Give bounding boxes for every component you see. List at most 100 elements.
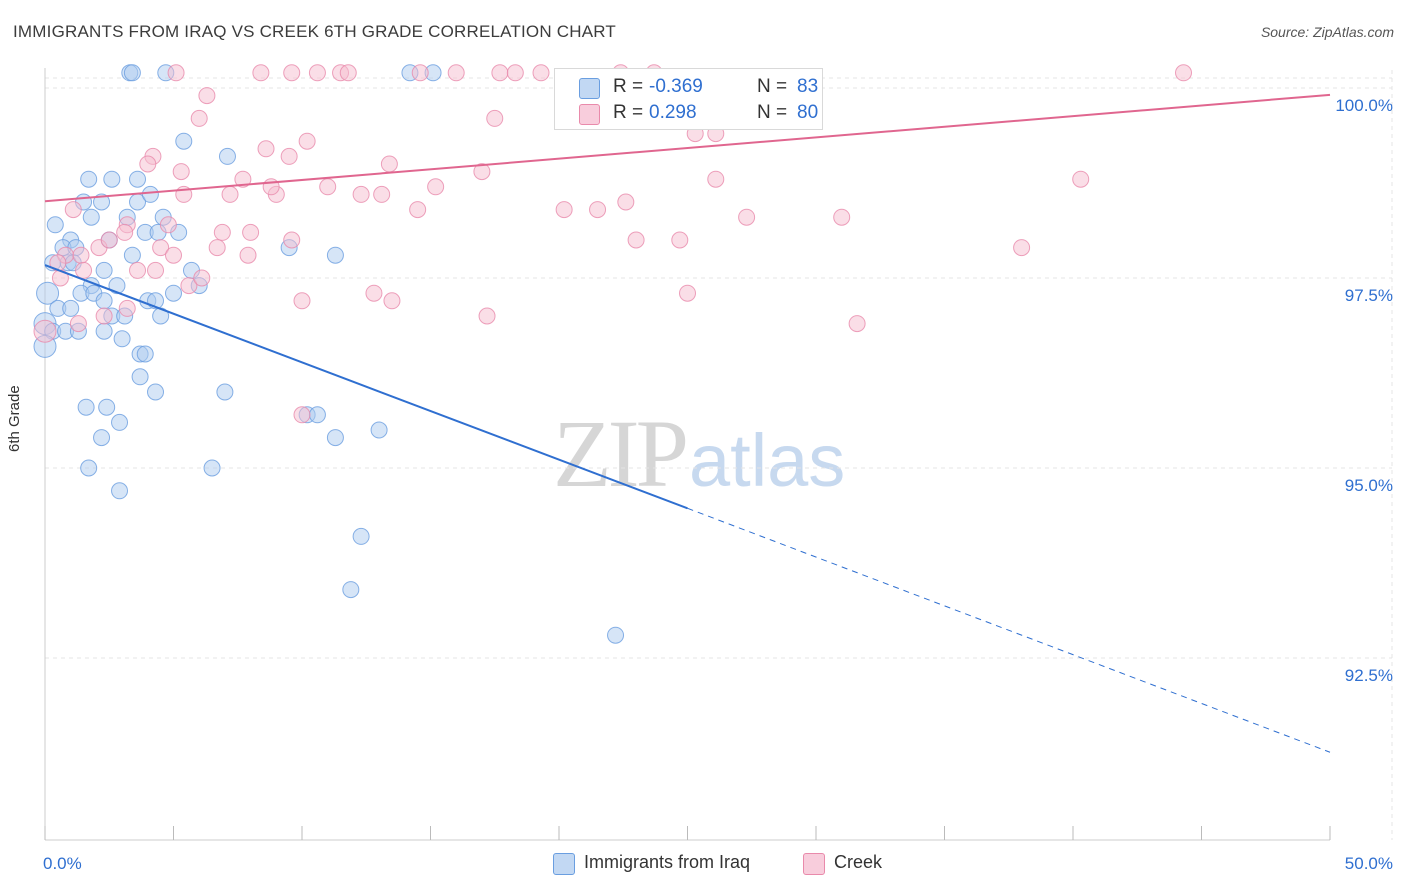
point-iraq bbox=[370, 421, 388, 439]
legend-r-value: 0.298 bbox=[649, 102, 697, 123]
point-creek bbox=[506, 64, 524, 82]
point-creek bbox=[116, 223, 134, 241]
legend-n-value: 83 bbox=[797, 76, 819, 97]
point-iraq bbox=[607, 626, 625, 644]
point-creek bbox=[555, 201, 573, 219]
point-creek bbox=[447, 64, 465, 82]
legend-swatch-creek bbox=[579, 104, 600, 125]
point-creek bbox=[172, 163, 190, 181]
point-iraq bbox=[108, 277, 126, 295]
point-iraq bbox=[62, 299, 80, 317]
point-creek bbox=[242, 223, 260, 241]
watermark-atlas: atlas bbox=[689, 419, 846, 502]
axes bbox=[44, 68, 1331, 841]
point-creek bbox=[193, 269, 211, 287]
watermark: ZIPatlas bbox=[553, 398, 845, 509]
point-creek bbox=[152, 239, 170, 257]
point-iraq bbox=[326, 246, 344, 264]
point-creek bbox=[64, 201, 82, 219]
point-iraq bbox=[326, 429, 344, 447]
point-creek bbox=[180, 277, 198, 295]
chart-title: IMMIGRANTS FROM IRAQ VS CREEK 6TH GRADE … bbox=[13, 22, 616, 41]
point-creek bbox=[147, 261, 165, 279]
point-creek bbox=[252, 64, 270, 82]
point-iraq bbox=[123, 64, 141, 82]
point-creek bbox=[283, 64, 301, 82]
point-iraq bbox=[80, 459, 98, 477]
point-iraq bbox=[129, 170, 147, 188]
trend-line-iraq-extension bbox=[687, 507, 1331, 753]
point-creek bbox=[380, 155, 398, 173]
correlation-legend: R = -0.369 N = 83 R = 0.298 N = 80 bbox=[554, 68, 823, 130]
point-creek bbox=[319, 178, 337, 196]
series-creek bbox=[33, 64, 1193, 424]
point-creek bbox=[339, 64, 357, 82]
point-creek bbox=[75, 261, 93, 279]
point-creek bbox=[409, 201, 427, 219]
legend-r-value: -0.369 bbox=[649, 76, 703, 97]
point-creek bbox=[308, 64, 326, 82]
x-tick-label: 50.0% bbox=[1345, 854, 1393, 873]
legend-swatch-creek bbox=[803, 853, 825, 875]
point-iraq bbox=[352, 527, 370, 545]
point-creek bbox=[679, 284, 696, 302]
point-creek bbox=[159, 216, 177, 234]
point-iraq bbox=[147, 383, 165, 401]
point-creek bbox=[427, 178, 445, 196]
y-tick-label: 97.5% bbox=[1345, 286, 1393, 305]
y-tick-label: 100.0% bbox=[1335, 96, 1393, 115]
point-iraq bbox=[95, 322, 113, 340]
point-iraq bbox=[95, 292, 113, 310]
point-creek bbox=[848, 315, 866, 333]
point-creek bbox=[589, 201, 607, 219]
point-creek bbox=[198, 87, 216, 105]
point-creek bbox=[283, 231, 301, 249]
point-creek bbox=[833, 208, 851, 226]
point-iraq bbox=[82, 208, 100, 226]
point-creek bbox=[139, 155, 157, 173]
point-creek bbox=[257, 140, 275, 158]
point-iraq bbox=[36, 281, 60, 305]
legend-n-value: 80 bbox=[797, 102, 819, 123]
point-creek bbox=[95, 307, 113, 325]
point-creek bbox=[293, 292, 311, 310]
trend-line-creek bbox=[44, 93, 1331, 203]
point-creek bbox=[1175, 64, 1193, 82]
point-creek bbox=[100, 231, 118, 249]
point-creek bbox=[352, 185, 370, 203]
point-creek bbox=[671, 231, 689, 249]
point-creek bbox=[473, 163, 491, 181]
point-creek bbox=[280, 147, 298, 165]
x-tick-label: 0.0% bbox=[43, 854, 82, 873]
point-creek bbox=[373, 185, 391, 203]
point-iraq bbox=[131, 368, 149, 386]
legend-label-creek: Creek bbox=[834, 852, 883, 872]
point-iraq bbox=[113, 330, 131, 348]
point-creek bbox=[293, 406, 311, 424]
series-immigrants-from-iraq bbox=[33, 64, 625, 644]
legend-n-label: N = bbox=[757, 102, 788, 123]
point-creek bbox=[69, 315, 87, 333]
legend-label-iraq: Immigrants from Iraq bbox=[584, 852, 751, 872]
point-creek bbox=[213, 223, 231, 241]
legend-r-label: R = bbox=[613, 76, 644, 97]
y-tick-label: 92.5% bbox=[1345, 666, 1393, 685]
point-creek bbox=[411, 64, 429, 82]
point-creek bbox=[383, 292, 401, 310]
point-creek bbox=[239, 246, 257, 264]
point-creek bbox=[1013, 239, 1031, 257]
point-iraq bbox=[93, 193, 111, 211]
legend-r-label: R = bbox=[613, 102, 644, 123]
source-note: Source: ZipAtlas.com bbox=[1260, 24, 1394, 40]
point-creek bbox=[129, 261, 147, 279]
point-iraq bbox=[103, 170, 121, 188]
point-creek bbox=[167, 64, 185, 82]
point-creek bbox=[491, 64, 509, 82]
point-creek bbox=[1072, 170, 1090, 188]
point-iraq bbox=[98, 398, 116, 416]
point-iraq bbox=[141, 185, 159, 203]
point-creek bbox=[33, 319, 57, 343]
point-iraq bbox=[175, 132, 193, 150]
point-creek bbox=[190, 109, 208, 127]
